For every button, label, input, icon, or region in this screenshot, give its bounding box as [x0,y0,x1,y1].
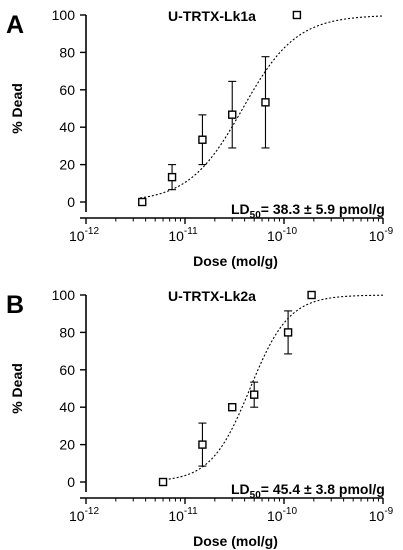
fit-curve [160,294,384,481]
y-tick-label: 100 [52,7,76,23]
x-tick-base: 10 [69,228,85,244]
x-axis-label: Dose (mol/g) [193,253,278,269]
fit-curve [139,15,384,199]
ld50-value: = 45.4 ± 3.8 pmol/g [261,481,385,497]
y-tick-label: 80 [59,324,75,340]
x-tick-exponent: -10 [283,226,298,237]
data-point [138,197,147,207]
data-point [167,172,177,182]
x-tick-exponent: -11 [184,506,198,517]
x-axis-label: Dose (mol/g) [193,533,278,549]
x-tick-label: 10-10 [267,506,297,524]
y-tick-label: 60 [59,362,75,378]
y-tick-label: 0 [67,474,75,490]
ld50-value: = 38.3 ± 5.9 pmol/g [261,201,385,217]
ld50-subscript: 50 [250,490,262,501]
data-point [228,110,237,119]
x-tick-exponent: -9 [384,226,393,237]
y-tick-label: 100 [52,287,76,303]
x-tick-base: 10 [267,508,283,524]
data-point [228,403,237,412]
data-point [292,10,302,20]
data-point [158,477,168,487]
x-tick-label: 10-9 [369,226,394,244]
x-tick-base: 10 [369,508,385,524]
y-tick-label: 20 [59,157,75,173]
panel-label: B [6,291,24,319]
ld50-prefix: LD [231,481,250,497]
x-tick-label: 10-10 [267,226,297,244]
x-tick-base: 10 [168,228,184,244]
y-axis-label: % Dead [9,363,25,414]
y-tick-label: 60 [59,82,75,98]
x-tick-exponent: -12 [85,506,100,517]
y-tick-label: 40 [59,399,75,415]
chart-title: U-TRTX-Lk1a [168,8,256,24]
x-tick-exponent: -11 [184,226,198,237]
ld50-subscript: 50 [250,210,262,221]
x-tick-base: 10 [369,228,385,244]
ld50-annotation: LD50= 45.4 ± 3.8 pmol/g [231,481,385,501]
data-point [198,135,207,144]
y-tick-label: 0 [67,194,75,210]
x-tick-label: 10-12 [69,226,99,244]
x-tick-exponent: -9 [384,506,393,517]
x-tick-base: 10 [267,228,283,244]
x-tick-exponent: -10 [283,506,298,517]
x-tick-base: 10 [168,508,184,524]
x-tick-label: 10-11 [168,506,198,524]
x-tick-label: 10-9 [369,506,394,524]
data-point [283,328,293,337]
data-point [249,390,259,399]
x-tick-label: 10-11 [168,226,198,244]
y-axis-label: % Dead [9,83,25,134]
y-tick-label: 20 [59,437,75,453]
panel-label: A [6,11,24,39]
x-tick-label: 10-12 [69,506,99,524]
data-point [307,290,316,300]
ld50-prefix: LD [231,201,250,217]
data-point [198,440,207,449]
x-tick-base: 10 [69,508,85,524]
y-tick-label: 40 [59,119,75,135]
x-tick-exponent: -12 [85,226,100,237]
ld50-annotation: LD50= 38.3 ± 5.9 pmol/g [231,201,385,221]
data-point [261,98,270,107]
y-tick-label: 80 [59,44,75,60]
chart-title: U-TRTX-Lk2a [168,288,256,304]
